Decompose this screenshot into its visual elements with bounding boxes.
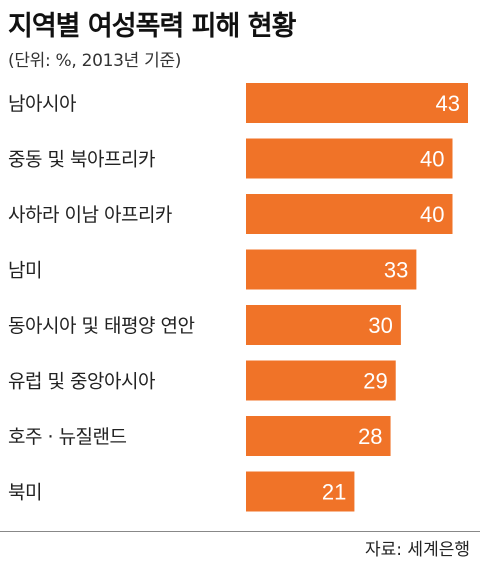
source-divider bbox=[0, 531, 480, 532]
value-label: 28 bbox=[358, 424, 382, 449]
category-label: 남아시아 bbox=[8, 93, 76, 115]
value-label: 21 bbox=[322, 480, 346, 505]
bar bbox=[246, 83, 468, 123]
category-label: 동아시아 및 태평양 연안 bbox=[8, 315, 194, 337]
value-label: 33 bbox=[384, 258, 408, 283]
value-label: 29 bbox=[363, 369, 387, 394]
bar bbox=[246, 138, 453, 179]
value-label: 40 bbox=[420, 202, 444, 227]
category-label: 유럽 및 중앙아시아 bbox=[8, 371, 155, 393]
value-label: 40 bbox=[420, 147, 444, 172]
bar bbox=[246, 360, 396, 401]
category-label: 중동 및 북아프리카 bbox=[8, 149, 155, 171]
bar bbox=[246, 416, 391, 456]
category-label: 남미 bbox=[8, 260, 42, 282]
bar bbox=[246, 194, 453, 234]
value-label: 43 bbox=[436, 91, 460, 116]
category-label: 사하라 이남 아프리카 bbox=[8, 204, 172, 226]
chart-title: 지역별 여성폭력 피해 현황 bbox=[8, 11, 296, 42]
value-label: 30 bbox=[368, 313, 392, 338]
category-label: 북미 bbox=[8, 482, 42, 504]
source-note: 자료: 세계은행 bbox=[365, 540, 470, 560]
bar bbox=[246, 305, 401, 345]
bar bbox=[246, 471, 355, 512]
category-label: 호주 · 뉴질랜드 bbox=[8, 426, 127, 448]
bar bbox=[246, 249, 417, 290]
chart-subtitle: (단위: %, 2013년 기준) bbox=[8, 51, 182, 71]
